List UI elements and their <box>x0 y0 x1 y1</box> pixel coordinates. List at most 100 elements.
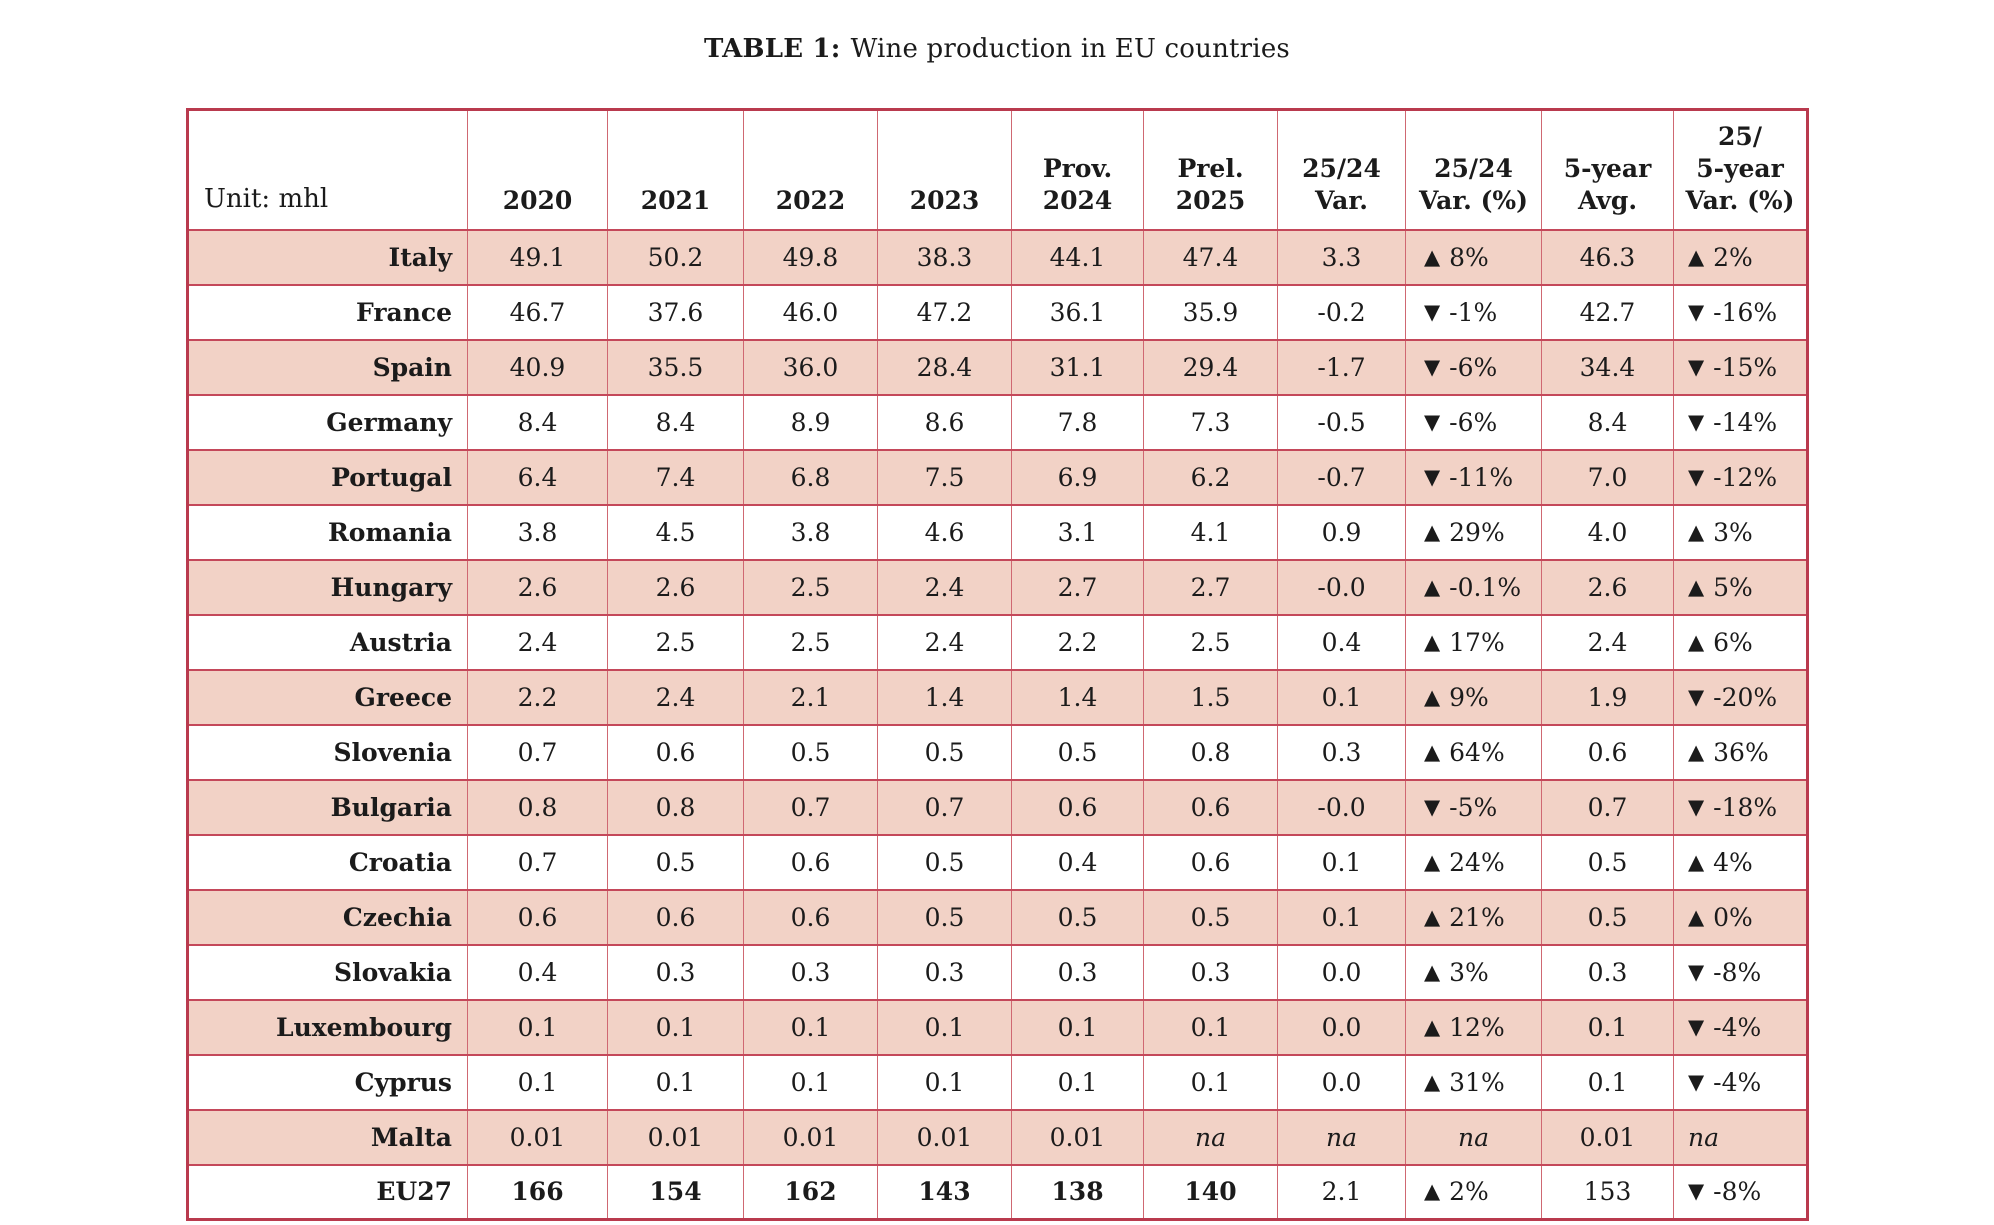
down-triangle-icon: ▼ <box>1424 299 1441 324</box>
table-cell: 0.1 <box>1541 998 1674 1056</box>
row-country-label: Cyprus <box>187 1053 468 1111</box>
table-cell: 0.9 <box>1277 503 1406 561</box>
table-cell: ▲ 12% <box>1405 998 1542 1056</box>
up-triangle-icon: ▲ <box>1688 904 1705 929</box>
variation-value: -12% <box>1713 462 1778 492</box>
table-cell: ▲ 5% <box>1673 558 1808 616</box>
up-triangle-icon: ▲ <box>1424 739 1441 764</box>
up-triangle-icon: ▲ <box>1688 244 1705 269</box>
table-cell: 0.01 <box>467 1108 608 1166</box>
table-cell: 0.1 <box>743 1053 878 1111</box>
variation-value: 24% <box>1449 847 1505 877</box>
table-cell: 7.0 <box>1541 448 1674 506</box>
row-country-label: Czechia <box>187 888 468 946</box>
table-cell: 47.2 <box>877 283 1012 341</box>
variation-value: -20% <box>1713 682 1778 712</box>
table-cell: 140 <box>1143 1163 1278 1221</box>
table-row: Slovenia 0.7 0.6 0.5 0.5 0.5 0.8 0.3 ▲ 64% 0.6 ▲ 36% <box>187 723 1808 781</box>
column-header-2020: 2020 <box>467 108 608 231</box>
variation-value: 29% <box>1449 517 1505 547</box>
variation-value: -6% <box>1449 407 1498 437</box>
table-cell: ▲ 3% <box>1673 503 1808 561</box>
table-cell: 0.5 <box>1011 888 1144 946</box>
variation-value: -1% <box>1449 297 1498 327</box>
table-cell: ▼ -4% <box>1673 998 1808 1056</box>
table-cell: 4.1 <box>1143 503 1278 561</box>
table-cell: 2.1 <box>743 668 878 726</box>
table-cell: -0.5 <box>1277 393 1406 451</box>
table-cell: 4.6 <box>877 503 1012 561</box>
table-cell: 2.4 <box>1541 613 1674 671</box>
table-cell: 0.5 <box>877 888 1012 946</box>
variation-value: -6% <box>1449 352 1498 382</box>
column-header-25-24-var: 25/24 Var. <box>1277 108 1406 231</box>
table-cell: 0.7 <box>1541 778 1674 836</box>
table-cell: 49.1 <box>467 228 608 286</box>
variation-value: -0.1% <box>1449 572 1522 602</box>
table-cell: 2.5 <box>1143 613 1278 671</box>
table-cell: 2.4 <box>607 668 744 726</box>
table-cell: 2.4 <box>877 558 1012 616</box>
table-cell: 0.3 <box>607 943 744 1001</box>
column-header-2021: 2021 <box>607 108 744 231</box>
table-row: Germany 8.4 8.4 8.9 8.6 7.8 7.3 -0.5 ▼ -6% 8.4 ▼ -14… <box>187 393 1808 451</box>
down-triangle-icon: ▼ <box>1688 354 1705 379</box>
table-row: France 46.7 37.6 46.0 47.2 36.1 35.9 -0.2 ▼ -1% 42… <box>187 283 1808 341</box>
table-cell: ▼ -8% <box>1673 1163 1808 1221</box>
table-cell: ▲ 64% <box>1405 723 1542 781</box>
table-cell: 0.7 <box>877 778 1012 836</box>
table-cell: 0.8 <box>1143 723 1278 781</box>
table-cell: 0.1 <box>607 1053 744 1111</box>
table-cell: 0.1 <box>1277 888 1406 946</box>
table-cell: 2.5 <box>743 558 878 616</box>
variation-value: 17% <box>1449 627 1505 657</box>
variation-value: 3% <box>1449 957 1489 987</box>
variation-value: -18% <box>1713 792 1778 822</box>
table-row: Romania 3.8 4.5 3.8 4.6 3.1 4.1 0.9 ▲ 29% 4.0 ▲ 3% <box>187 503 1808 561</box>
down-triangle-icon: ▼ <box>1688 1014 1705 1039</box>
table-cell: 2.6 <box>1541 558 1674 616</box>
table-cell: 0.3 <box>1541 943 1674 1001</box>
table-cell: 0.1 <box>1143 1053 1278 1111</box>
row-country-label: Bulgaria <box>187 778 468 836</box>
variation-value: 3% <box>1713 517 1753 547</box>
table-cell: 0.01 <box>877 1108 1012 1166</box>
table-cell: 0.1 <box>1277 668 1406 726</box>
table-row: Luxembourg 0.1 0.1 0.1 0.1 0.1 0.1 0.0 ▲ 12% 0.1 ▼ -… <box>187 998 1808 1056</box>
up-triangle-icon: ▲ <box>1424 629 1441 654</box>
table-cell: 0.7 <box>743 778 878 836</box>
table-row: Portugal 6.4 7.4 6.8 7.5 6.9 6.2 -0.7 ▼ -11% 7.0 ▼ -… <box>187 448 1808 506</box>
table-cell: 0.5 <box>743 723 878 781</box>
variation-value: 0% <box>1713 902 1753 932</box>
table-cell: 2.4 <box>877 613 1012 671</box>
table-cell: ▲ 0% <box>1673 888 1808 946</box>
table-cell: -1.7 <box>1277 338 1406 396</box>
table-cell: 7.4 <box>607 448 744 506</box>
table-cell: 46.7 <box>467 283 608 341</box>
variation-value: -4% <box>1713 1067 1762 1097</box>
column-header-2022: 2022 <box>743 108 878 231</box>
table-cell: 0.6 <box>1541 723 1674 781</box>
up-triangle-icon: ▲ <box>1688 519 1705 544</box>
table-title-text: Wine production in EU countries <box>850 34 1290 64</box>
variation-value: -16% <box>1713 297 1778 327</box>
table-cell: 0.5 <box>1011 723 1144 781</box>
up-triangle-icon: ▲ <box>1688 629 1705 654</box>
wine-production-table: Unit: mhl 2020 2021 2022 2023 Prov. 2024… <box>186 108 1809 1221</box>
row-country-label: Luxembourg <box>187 998 468 1056</box>
table-cell: ▼ -12% <box>1673 448 1808 506</box>
table-cell: 31.1 <box>1011 338 1144 396</box>
down-triangle-icon: ▼ <box>1688 1179 1705 1204</box>
table-cell: 0.0 <box>1277 943 1406 1001</box>
table-row: Greece 2.2 2.4 2.1 1.4 1.4 1.5 0.1 ▲ 9% 1.9 ▼ -20% <box>187 668 1808 726</box>
table-cell: 0.6 <box>467 888 608 946</box>
table-cell: 2.6 <box>607 558 744 616</box>
table-cell: ▼ -18% <box>1673 778 1808 836</box>
table-cell: 3.8 <box>467 503 608 561</box>
variation-value: 9% <box>1449 682 1489 712</box>
table-cell: 35.5 <box>607 338 744 396</box>
table-cell: ▲ -0.1% <box>1405 558 1542 616</box>
table-cell: ▼ -14% <box>1673 393 1808 451</box>
table-cell: ▲ 2% <box>1405 1163 1542 1221</box>
table-cell: 0.1 <box>1011 998 1144 1056</box>
